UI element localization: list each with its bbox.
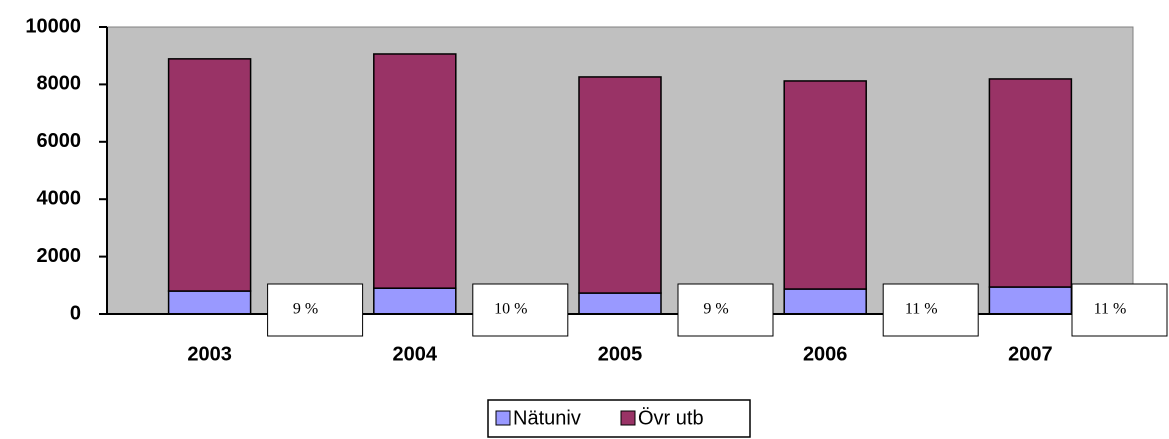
annotation-box [267, 283, 364, 337]
bar-segment [783, 288, 867, 315]
y-tick-label: 2000 [37, 245, 82, 267]
annotation: 11 % [905, 301, 938, 318]
legend-swatch [620, 410, 636, 426]
annotation-box [677, 283, 774, 337]
annotation-box [882, 283, 979, 337]
annotation: 10 % [494, 301, 527, 318]
legend-swatch [495, 410, 511, 426]
annotation: 11 % [1094, 301, 1127, 318]
x-tick-label: 2005 [598, 343, 643, 365]
x-tick-label: 2007 [1008, 343, 1053, 365]
annotation-box [1071, 283, 1168, 337]
bar-segment [578, 292, 662, 315]
bar-segment [783, 80, 867, 290]
legend-label: Nätuniv [513, 407, 581, 429]
annotation-box [472, 283, 569, 337]
bar-segment [988, 78, 1073, 288]
bar-segment [167, 58, 252, 292]
legend-label: Övr utb [638, 407, 704, 429]
y-tick-label: 6000 [37, 130, 82, 152]
x-tick-label: 2006 [803, 343, 848, 365]
bar-segment [167, 290, 252, 315]
x-tick-label: 2003 [187, 343, 232, 365]
bar-segment [988, 286, 1073, 315]
y-tick-label: 10000 [25, 15, 81, 37]
bar-segment [578, 76, 662, 294]
annotation: 9 % [293, 301, 318, 318]
bar-segment [373, 53, 457, 289]
bar-segment [373, 287, 457, 315]
y-tick-label: 0 [70, 302, 81, 324]
annotation: 9 % [703, 301, 728, 318]
y-tick-label: 4000 [37, 187, 82, 209]
y-tick-label: 8000 [37, 73, 82, 95]
x-tick-label: 2004 [393, 343, 438, 365]
legend-box [487, 399, 751, 438]
